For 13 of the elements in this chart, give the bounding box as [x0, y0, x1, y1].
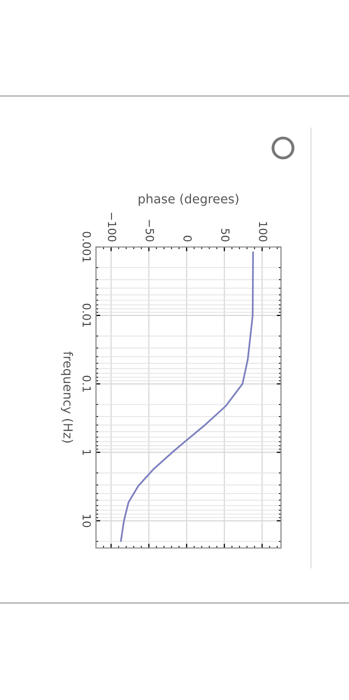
line-series — [120, 252, 254, 542]
x-tick-label: 0 — [183, 236, 192, 242]
x-tick-label: 50 — [221, 228, 230, 242]
x-tick-label: −100 — [108, 212, 116, 242]
y-axis-title: frequency (Hz) — [60, 352, 74, 443]
x-tick-label: 100 — [258, 222, 268, 242]
y-tick-label: 1 — [82, 450, 91, 455]
y-tick-label: 0.01 — [82, 304, 91, 327]
x-tick-label: −50 — [146, 220, 154, 242]
y-tick-label: 10 — [82, 514, 91, 528]
y-tick-label: 0.1 — [82, 376, 91, 392]
y-tick-label: 0.001 — [82, 232, 91, 262]
x-axis-title: phase (degrees) — [138, 194, 238, 206]
